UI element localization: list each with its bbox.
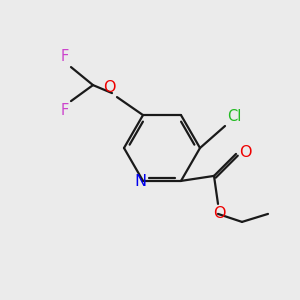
Text: N: N [134, 174, 146, 189]
Text: O: O [213, 206, 225, 221]
Text: F: F [61, 103, 69, 118]
Text: O: O [103, 80, 116, 95]
Text: F: F [61, 49, 69, 64]
Text: O: O [239, 146, 251, 160]
Text: Cl: Cl [227, 109, 242, 124]
